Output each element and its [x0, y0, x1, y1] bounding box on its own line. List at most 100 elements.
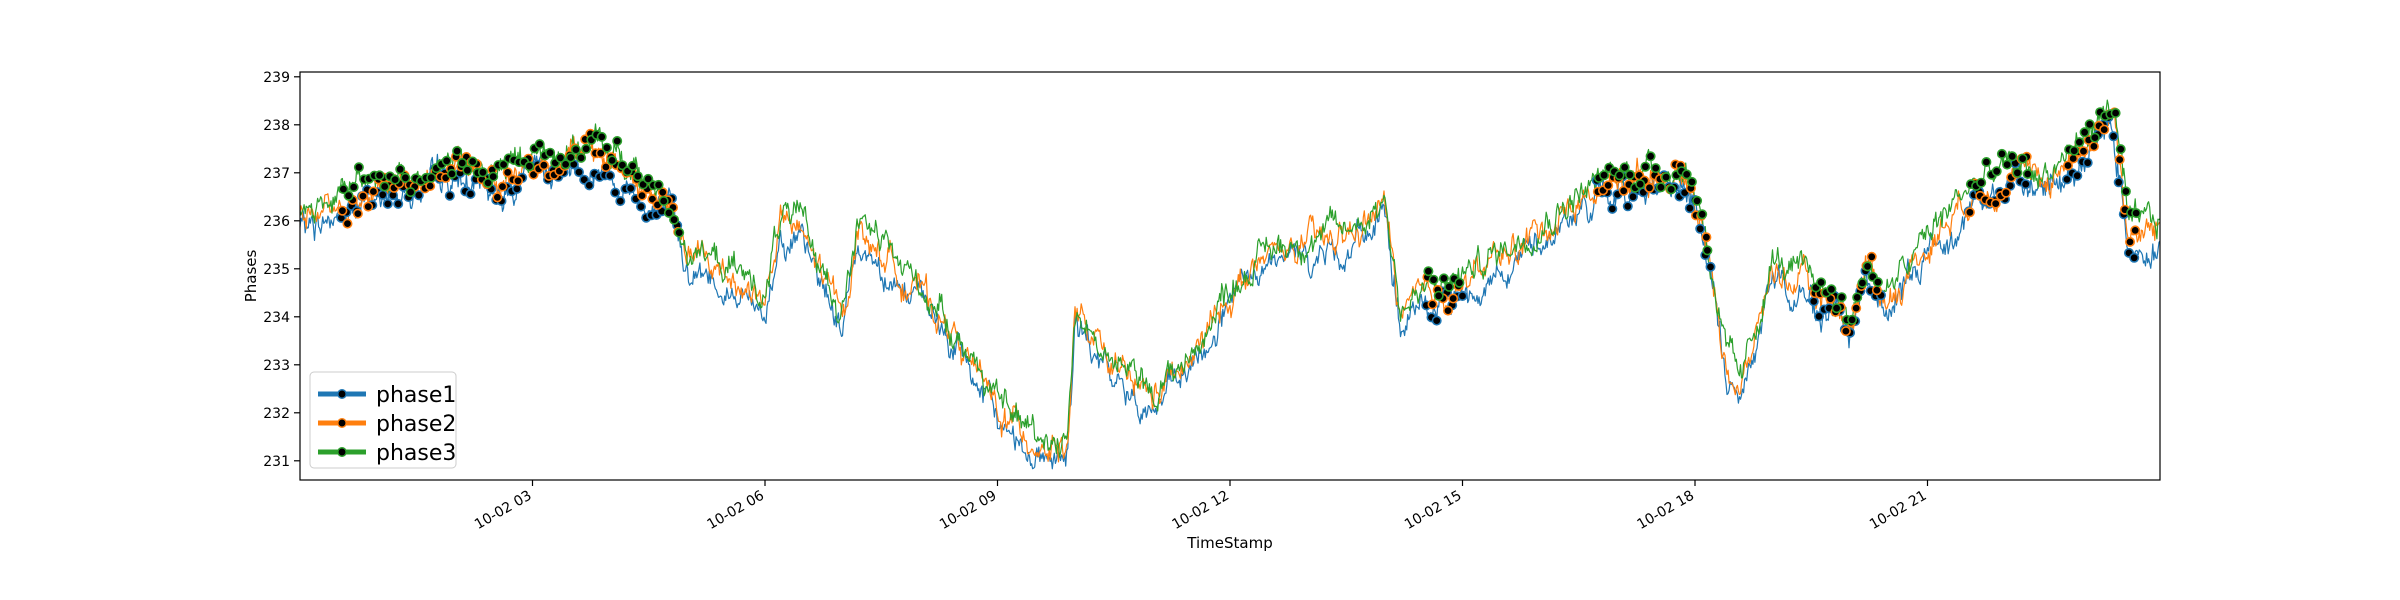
y-tick-label: 235 — [263, 262, 290, 278]
marker-phase3 — [426, 172, 437, 183]
marker-phase1 — [1607, 203, 1618, 214]
marker-phase3 — [1847, 314, 1858, 325]
marker-phase3 — [452, 146, 463, 157]
y-tick-label: 231 — [263, 454, 290, 470]
y-tick-label: 239 — [263, 70, 290, 86]
marker-phase3 — [395, 164, 406, 175]
legend-marker-phase2 — [337, 418, 347, 428]
marker-phase1 — [635, 201, 646, 212]
marker-phase1 — [2020, 179, 2031, 190]
legend-label-phase3: phase3 — [376, 441, 456, 466]
marker-phase1 — [1814, 311, 1825, 322]
marker-phase1 — [2108, 131, 2119, 142]
marker-phase2 — [1964, 207, 1975, 218]
marker-phase3 — [467, 156, 478, 167]
marker-phase2 — [1644, 182, 1655, 193]
marker-phase1 — [2113, 177, 2124, 188]
legend: phase1 phase2 phase3 — [309, 371, 457, 469]
marker-phase2 — [2130, 225, 2141, 236]
marker-phase1 — [413, 190, 424, 201]
marker-phase3 — [607, 155, 618, 166]
marker-phase3 — [596, 131, 607, 142]
marker-phase3 — [488, 171, 499, 182]
marker-phase3 — [1599, 170, 1610, 181]
marker-phase3 — [2022, 169, 2033, 180]
marker-phase3 — [405, 187, 416, 198]
marker-phase3 — [2017, 153, 2028, 164]
marker-phase3 — [2115, 144, 2126, 155]
marker-phase3 — [1614, 170, 1625, 181]
marker-phase1 — [625, 183, 636, 194]
marker-phase3 — [612, 136, 623, 147]
y-axis: 231 232 233 234 235 236 237 238 239 — [263, 70, 300, 470]
marker-phase2 — [1443, 305, 1454, 316]
marker-phase1 — [377, 189, 388, 200]
marker-phase3 — [374, 170, 385, 181]
marker-phase1 — [393, 198, 404, 209]
marker-phase3 — [1816, 277, 1827, 288]
marker-phase3 — [2120, 186, 2131, 197]
marker-phase2 — [2063, 160, 2074, 171]
legend-marker-phase3 — [337, 447, 347, 457]
marker-phase2 — [337, 205, 348, 216]
marker-phase3 — [545, 147, 556, 158]
marker-phase3 — [2110, 108, 2121, 119]
marker-phase2 — [2088, 141, 2099, 152]
marker-phase3 — [1423, 266, 1434, 277]
marker-phase3 — [379, 181, 390, 192]
marker-phase2 — [1840, 326, 1851, 337]
marker-phase3 — [462, 165, 473, 176]
marker-phase3 — [1976, 177, 1987, 188]
marker-phase3 — [477, 167, 488, 178]
marker-phase2 — [497, 181, 508, 192]
y-tick-label: 232 — [263, 406, 290, 422]
marker-phase2 — [538, 160, 549, 171]
marker-phase3 — [1991, 166, 2002, 177]
marker-phase1 — [1628, 191, 1639, 202]
marker-phase1 — [615, 196, 626, 207]
marker-phase2 — [2114, 154, 2125, 165]
marker-phase3 — [338, 184, 349, 195]
marker-phase3 — [1702, 245, 1713, 256]
marker-phase1 — [2129, 252, 2140, 263]
marker-phase1 — [2072, 170, 2083, 181]
marker-phase3 — [1872, 277, 1883, 288]
marker-phase3 — [498, 159, 509, 170]
marker-phase3 — [663, 207, 674, 218]
marker-phase3 — [1686, 176, 1697, 187]
marker-phase3 — [400, 172, 411, 183]
marker-phase3 — [524, 161, 535, 172]
marker-phase3 — [1661, 172, 1672, 183]
legend-label-phase2: phase2 — [376, 412, 456, 437]
marker-phase3 — [1862, 261, 1873, 272]
marker-phase2 — [368, 186, 379, 197]
marker-phase3 — [1655, 182, 1666, 193]
marker-phase3 — [1624, 169, 1635, 180]
marker-phase3 — [1640, 161, 1651, 172]
marker-phase2 — [636, 190, 647, 201]
marker-phase2 — [2078, 146, 2089, 157]
marker-phase3 — [1681, 169, 1692, 180]
marker-phase3 — [457, 158, 468, 169]
marker-phase3 — [2012, 167, 2023, 178]
marker-phase3 — [581, 143, 592, 154]
y-axis-title: Phases — [242, 250, 260, 303]
marker-phase3 — [658, 196, 669, 207]
marker-phase1 — [1431, 315, 1442, 326]
marker-phase3 — [1650, 163, 1661, 174]
marker-phase2 — [357, 191, 368, 202]
marker-phase2 — [492, 192, 503, 203]
marker-phase1 — [1695, 223, 1706, 234]
marker-phase2 — [512, 175, 523, 186]
marker-phase3 — [653, 179, 664, 190]
marker-phase3 — [390, 174, 401, 185]
marker-phase3 — [570, 144, 581, 155]
marker-phase2 — [1427, 299, 1438, 310]
marker-phase3 — [1981, 157, 1992, 168]
marker-phase1 — [573, 167, 584, 178]
marker-phase3 — [441, 155, 452, 166]
marker-phase2 — [1871, 285, 1882, 296]
marker-phase1 — [465, 189, 476, 200]
marker-phase3 — [1826, 284, 1837, 295]
